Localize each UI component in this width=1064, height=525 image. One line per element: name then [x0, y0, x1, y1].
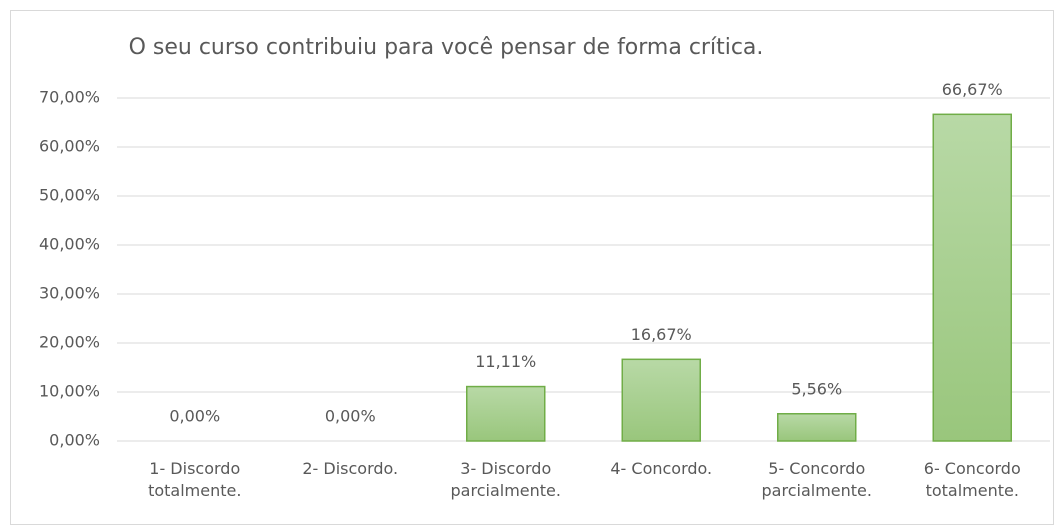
- x-tick-label: 5- Concordo parcialmente.: [761, 459, 872, 500]
- bar: [466, 385, 546, 442]
- bar: [621, 358, 701, 442]
- x-tick-label: 4- Concordo.: [610, 459, 713, 478]
- data-label: 0,00%: [169, 407, 220, 426]
- data-label: 66,67%: [942, 80, 1003, 99]
- data-label: 11,11%: [475, 352, 536, 371]
- data-label: 16,67%: [631, 325, 692, 344]
- chart-title: O seu curso contribuiu para você pensar …: [129, 35, 764, 60]
- bar: [777, 413, 857, 442]
- y-tick-label: 70,00%: [39, 88, 100, 107]
- y-tick-label: 10,00%: [39, 382, 100, 401]
- y-tick-label: 30,00%: [39, 284, 100, 303]
- x-tick-label: 1- Discordo totalmente.: [148, 459, 242, 500]
- y-tick-label: 20,00%: [39, 333, 100, 352]
- y-tick-label: 0,00%: [49, 431, 100, 450]
- y-tick-label: 50,00%: [39, 186, 100, 205]
- x-tick-label: 2- Discordo.: [302, 459, 399, 478]
- data-label: 5,56%: [791, 379, 842, 398]
- bar: [932, 113, 1012, 442]
- y-tick-label: 40,00%: [39, 235, 100, 254]
- chart-border: [10, 10, 1054, 525]
- y-tick-label: 60,00%: [39, 137, 100, 156]
- x-tick-label: 3- Discordo parcialmente.: [450, 459, 561, 500]
- x-tick-label: 6- Concordo totalmente.: [923, 459, 1021, 500]
- data-label: 0,00%: [325, 407, 376, 426]
